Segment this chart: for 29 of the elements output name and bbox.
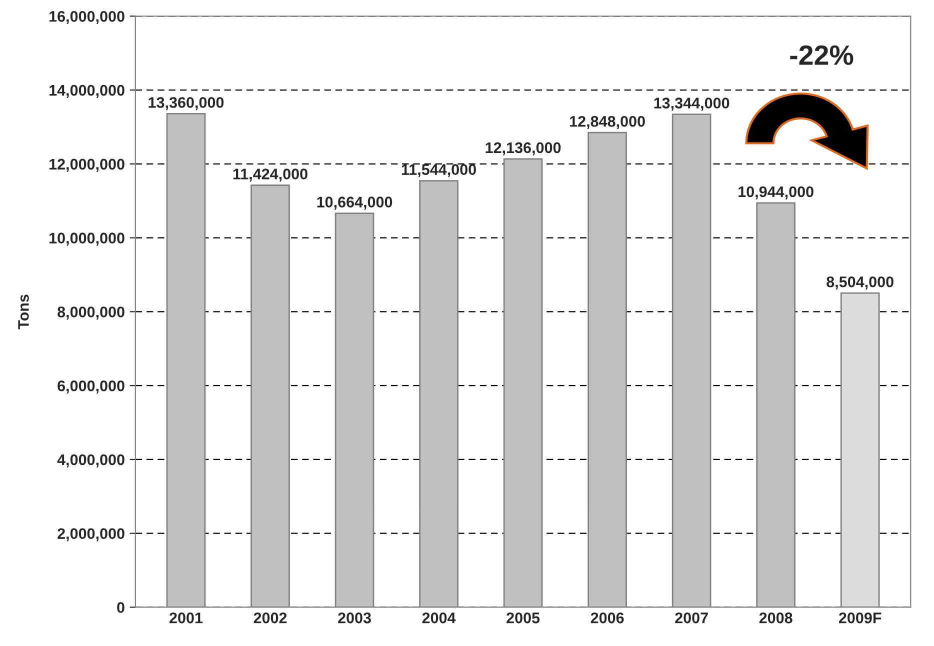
x-tick-label: 2002: [254, 612, 287, 624]
y-tick-label: 10,000,000: [50, 232, 124, 246]
annotation: -22%: [790, 45, 854, 65]
x-tick-label: 2007: [675, 612, 708, 624]
data-label: 13,360,000: [148, 97, 224, 110]
y-tick-label: 14,000,000: [50, 84, 124, 98]
y-tick-label: 4,000,000: [57, 454, 124, 468]
data-label: 12,848,000: [570, 116, 645, 130]
x-tick-label: 2001: [170, 612, 203, 624]
y-axis-title: Tons: [18, 294, 29, 330]
x-tick-label: 2009F: [838, 612, 882, 624]
data-label: 8,504,000: [826, 276, 894, 290]
y-tick-label: 6,000,000: [58, 380, 124, 394]
y-tick-label: 16,000,000: [50, 11, 124, 24]
x-tick-label: 2008: [759, 612, 792, 624]
data-label: 10,664,000: [317, 196, 392, 210]
data-label: 11,544,000: [402, 164, 476, 178]
data-label: 12,136,000: [486, 142, 561, 156]
y-tick-label: 8,000,000: [58, 306, 124, 320]
data-label: 13,344,000: [654, 98, 730, 111]
y-tick-label: 12,000,000: [50, 158, 124, 172]
y-tick-label: 2,000,000: [58, 528, 124, 542]
data-label: 11,424,000: [233, 168, 308, 182]
x-tick-label: 2005: [506, 612, 540, 624]
y-tick-label: 0: [117, 602, 124, 613]
x-tick-label: 2006: [590, 612, 624, 624]
x-tick-label: 2004: [422, 612, 456, 624]
x-tick-label: 2003: [338, 612, 371, 624]
data-label: 10,944,000: [738, 186, 814, 200]
